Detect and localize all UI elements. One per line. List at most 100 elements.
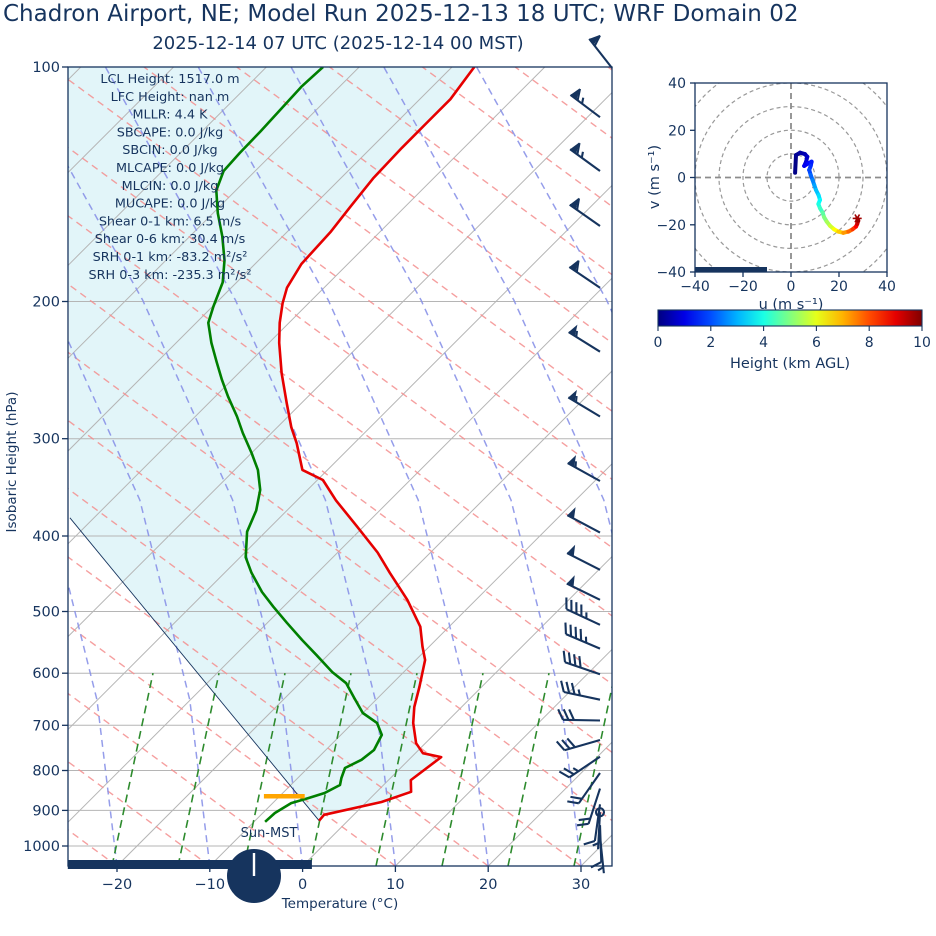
svg-text:0: 0 <box>654 335 663 351</box>
moist-adiabat-lines <box>68 67 612 866</box>
stat-line: MLLR: 4.4 K <box>133 108 209 123</box>
wind-barb <box>566 544 601 571</box>
stat-line: LCL Height: 1517.0 m <box>100 72 239 87</box>
colorbar-label: Height (km AGL) <box>730 356 850 372</box>
svg-text:20: 20 <box>668 123 686 139</box>
sun-clock <box>227 849 281 903</box>
svg-text:−20: −20 <box>728 279 758 295</box>
dewpoint-curve <box>207 67 384 823</box>
svg-text:200: 200 <box>32 295 60 311</box>
svg-text:40: 40 <box>668 76 686 92</box>
surface-bar <box>67 860 312 869</box>
wind-barb <box>558 755 601 779</box>
svg-text:40: 40 <box>878 279 896 295</box>
freezing-shade-region <box>68 67 475 821</box>
x-axis-tick-labels: −20 −10 0 10 20 30 <box>102 877 591 893</box>
dry-adiabat-lines <box>68 67 612 866</box>
stat-line: SRH 0-3 km: -235.3 m²/s² <box>89 268 252 283</box>
colorbar-gradient <box>657 309 923 327</box>
svg-text:10: 10 <box>386 877 404 893</box>
svg-text:600: 600 <box>32 666 60 682</box>
figure-subtitle: 2025-12-14 07 UTC (2025-12-14 00 MST) <box>152 33 524 54</box>
hodograph: −40 −20 0 20 40 −40 −20 0 20 40 u (m s⁻¹) v (m s⁻¹) <box>647 76 896 313</box>
wind-barb <box>555 737 601 752</box>
stat-line: SBCIN: 0.0 J/kg <box>122 143 217 158</box>
svg-text:−40: −40 <box>680 279 710 295</box>
svg-text:2: 2 <box>706 335 715 351</box>
svg-text:10: 10 <box>913 335 931 351</box>
wind-barb <box>567 455 601 482</box>
svg-text:300: 300 <box>32 432 60 448</box>
stat-line: SRH 0-1 km: -83.2 m²/s² <box>93 250 248 265</box>
wind-barb <box>583 804 602 846</box>
wind-barb <box>567 772 601 805</box>
stat-line: Shear 0-1 km: 6.5 m/s <box>99 214 242 229</box>
hodograph-rings <box>695 83 887 272</box>
stat-line: Shear 0-6 km: 30.4 m/s <box>95 232 246 247</box>
wind-barb <box>568 259 601 289</box>
hodograph-x-label: u (m s⁻¹) <box>759 297 824 313</box>
wind-barb <box>597 836 605 874</box>
svg-text:500: 500 <box>32 604 60 620</box>
svg-text:6: 6 <box>812 335 821 351</box>
svg-text:400: 400 <box>32 529 60 545</box>
skewt-axes <box>62 66 613 872</box>
isotherm-lines <box>68 67 612 866</box>
stat-line: MLCIN: 0.0 J/kg <box>122 179 219 194</box>
hodograph-end-marker <box>852 214 862 223</box>
svg-text:−20: −20 <box>656 218 686 234</box>
svg-text:8: 8 <box>865 335 874 351</box>
svg-text:100: 100 <box>32 60 60 76</box>
svg-text:v (m s⁻¹): v (m s⁻¹) <box>647 145 663 209</box>
svg-text:−10: −10 <box>194 877 225 893</box>
wind-barb <box>569 142 601 172</box>
svg-text:800: 800 <box>32 764 60 780</box>
svg-text:−20: −20 <box>102 877 133 893</box>
mixing-ratio-lines <box>111 673 612 866</box>
stat-line: LFC Height: nan m <box>111 90 230 105</box>
wind-barb <box>568 324 601 353</box>
y-axis-label: Isobaric Height (hPa) <box>4 392 20 533</box>
wind-barb <box>557 708 601 722</box>
wind-barb <box>565 597 601 626</box>
temperature-curve <box>277 67 476 822</box>
wind-barb <box>564 622 601 650</box>
wind-barb <box>567 389 601 418</box>
y-axis-tick-labels: 100 200 300 400 500 600 700 800 900 1000 <box>23 60 60 855</box>
svg-text:−40: −40 <box>656 265 686 281</box>
svg-text:20: 20 <box>830 279 848 295</box>
svg-text:4: 4 <box>759 335 768 351</box>
wind-barb <box>576 788 601 827</box>
wind-barb <box>569 88 601 119</box>
wind-barb <box>592 807 606 850</box>
svg-text:30: 30 <box>572 877 590 893</box>
stats-block: LCL Height: 1517.0 m LFC Height: nan m MLL… <box>89 72 252 283</box>
svg-text:700: 700 <box>32 718 60 734</box>
header-wind-barb-icon <box>588 34 613 69</box>
svg-text:0: 0 <box>298 877 307 893</box>
svg-text:1000: 1000 <box>23 839 60 855</box>
wind-barb <box>566 575 601 601</box>
wind-barb <box>566 507 601 534</box>
wind-barb <box>562 650 601 676</box>
x-axis-label: Temperature (°C) <box>281 896 399 912</box>
svg-text:20: 20 <box>479 877 497 893</box>
stat-line: SBCAPE: 0.0 J/kg <box>117 125 224 140</box>
parcel-path-line <box>69 517 320 821</box>
colorbar: 0 2 4 6 8 10 Height (km AGL) <box>654 309 931 372</box>
stat-line: MLCAPE: 0.0 J/kg <box>116 161 224 176</box>
svg-text:0: 0 <box>787 279 796 295</box>
sun-clock-label: Sun-MST <box>241 826 298 841</box>
wind-barb-column <box>555 88 606 874</box>
hodograph-tick-labels: −40 −20 0 20 40 −40 −20 0 20 40 <box>656 76 895 295</box>
svg-text:900: 900 <box>32 803 60 819</box>
wind-barb <box>560 680 601 701</box>
hodograph-y-label: v (m s⁻¹) <box>647 145 663 209</box>
svg-text:0: 0 <box>677 171 686 187</box>
stat-line: MUCAPE: 0.0 J/kg <box>115 197 225 212</box>
figure-title: Chadron Airport, NE; Model Run 2025-12-1… <box>3 1 799 27</box>
hodograph-axes <box>690 82 888 277</box>
wind-barb <box>569 197 601 227</box>
